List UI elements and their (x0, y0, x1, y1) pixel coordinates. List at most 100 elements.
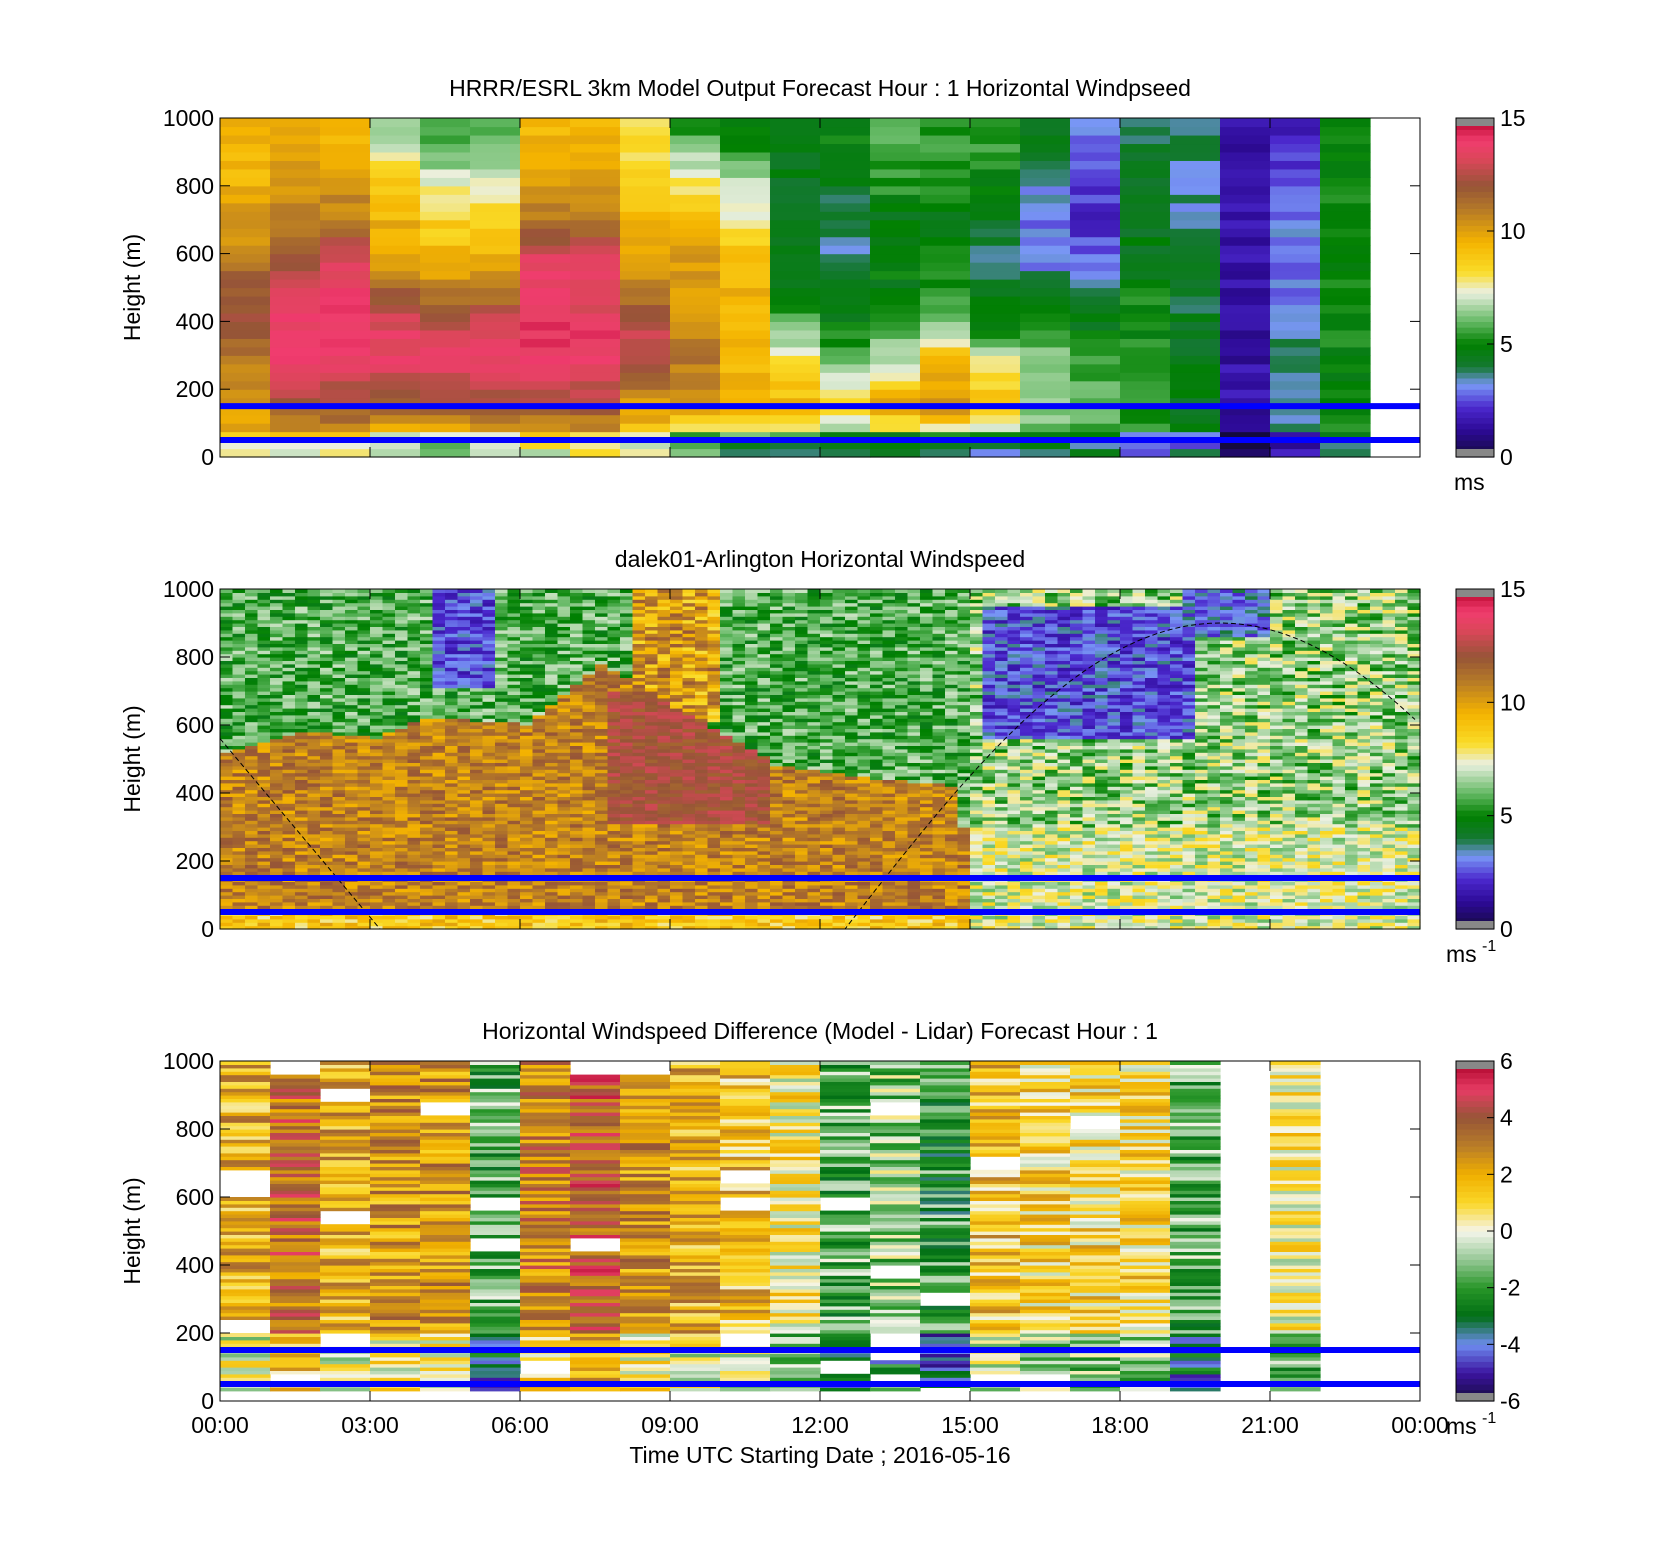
heatmap-cell (1170, 295, 1221, 306)
heatmap-cell (532, 796, 546, 801)
heatmap-cell (432, 592, 446, 597)
heatmap-cell (1070, 236, 1121, 246)
heatmap-cell (557, 745, 571, 750)
heatmap-cell (557, 827, 571, 831)
heatmap-cell (457, 599, 471, 604)
heatmap-cell (470, 701, 484, 706)
heatmap-cell (545, 738, 559, 743)
heatmap-cell (282, 718, 296, 723)
heatmap-cell (470, 126, 521, 136)
heatmap-cell (445, 816, 459, 821)
heatmap-cell (657, 786, 671, 791)
heatmap-cell (645, 626, 659, 631)
heatmap-cell (307, 735, 321, 740)
heatmap-cell (570, 151, 621, 161)
heatmap-cell (582, 735, 596, 740)
heatmap-cell (432, 776, 446, 780)
heatmap-cell (545, 646, 559, 651)
heatmap-cell (270, 355, 321, 365)
colorbar-swatch (1456, 129, 1494, 136)
heatmap-cell (445, 650, 459, 655)
heatmap-cell (770, 151, 821, 161)
heatmap-cell (420, 742, 434, 746)
heatmap-cell (682, 660, 696, 665)
heatmap-cell (582, 867, 596, 872)
heatmap-cell (245, 759, 259, 763)
heatmap-cell (295, 833, 309, 838)
heatmap-cell (595, 847, 609, 852)
heatmap-cell (395, 629, 409, 634)
heatmap-cell (682, 755, 696, 760)
heatmap-cell (420, 854, 434, 859)
heatmap-cell (532, 827, 546, 831)
heatmap-cell (557, 735, 571, 740)
heatmap-cell (457, 704, 471, 709)
heatmap-cell (645, 759, 659, 763)
heatmap-cell (582, 888, 596, 893)
heatmap-cell (407, 629, 421, 634)
heatmap-cell (682, 881, 696, 886)
heatmap-cell (1270, 423, 1321, 433)
heatmap-cell (532, 595, 546, 600)
heatmap-cell (445, 854, 459, 859)
heatmap-cell (1120, 329, 1171, 339)
heatmap-cell (220, 609, 234, 614)
heatmap-cell (370, 623, 384, 627)
heatmap-cell (532, 670, 546, 675)
heatmap-cell (382, 789, 396, 794)
heatmap-cell (320, 793, 334, 797)
heatmap-cell (620, 143, 671, 153)
heatmap-cell (620, 752, 634, 757)
heatmap-cell (695, 925, 709, 930)
heatmap-cell (920, 194, 971, 204)
heatmap-cell (632, 728, 646, 733)
heatmap-cell (332, 888, 346, 893)
heatmap-cell (632, 609, 646, 614)
heatmap-cell (657, 867, 671, 872)
heatmap-cell (432, 881, 446, 886)
heatmap-cell (1020, 414, 1071, 424)
heatmap-cell (607, 612, 621, 617)
heatmap-cell (632, 779, 646, 784)
heatmap-cell (395, 816, 409, 821)
heatmap-cell (445, 602, 459, 607)
heatmap-cell (395, 755, 409, 760)
heatmap-cell (507, 606, 521, 610)
heatmap-cell (357, 718, 371, 723)
heatmap-cell (1320, 295, 1371, 306)
heatmap-cell (220, 312, 271, 322)
heatmap-cell (632, 670, 646, 675)
heatmap-cell (495, 701, 509, 706)
heatmap-cell (720, 363, 771, 373)
heatmap-cell (1320, 202, 1371, 212)
heatmap-cell (770, 355, 821, 365)
heatmap-cell (657, 806, 671, 811)
colorbar-frame (1455, 117, 1495, 458)
heatmap-cell (1070, 346, 1121, 356)
heatmap-cell (570, 636, 584, 641)
heatmap-cell (620, 602, 634, 607)
heatmap-cell (607, 864, 621, 869)
heatmap-cell (920, 270, 971, 280)
heatmap-cell (632, 793, 646, 797)
heatmap-cell (282, 697, 296, 702)
heatmap-cell (632, 708, 646, 712)
heatmap-cell (570, 813, 584, 818)
heatmap-cell (295, 721, 309, 726)
heatmap-cell (570, 827, 584, 831)
heatmap-cell (270, 160, 321, 170)
heatmap-cell (282, 881, 296, 886)
heatmap-cell (407, 731, 421, 736)
heatmap-cell (282, 643, 296, 648)
heatmap-cell (557, 922, 571, 927)
heatmap-cell (382, 623, 396, 627)
heatmap-cell (620, 338, 671, 348)
heatmap-cell (570, 701, 584, 706)
heatmap-cell (570, 762, 584, 767)
heatmap-cell (657, 657, 671, 661)
heatmap-cell (1020, 177, 1071, 187)
heatmap-cell (657, 827, 671, 831)
heatmap-cell (707, 806, 721, 811)
heatmap-cell (645, 623, 659, 627)
heatmap-cell (645, 745, 659, 750)
